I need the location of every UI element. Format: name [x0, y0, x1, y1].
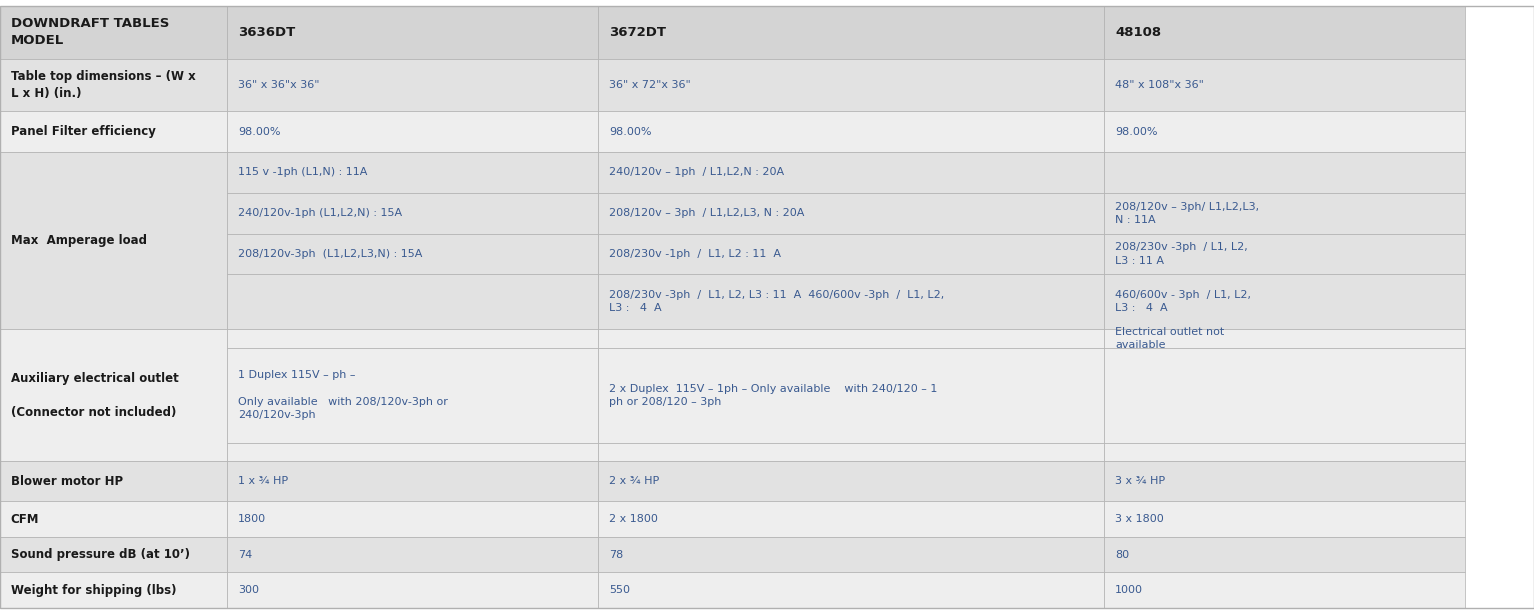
Text: 240/120v – 1ph  / L1,L2,N : 20A: 240/120v – 1ph / L1,L2,N : 20A	[609, 168, 784, 177]
Text: 80: 80	[1115, 550, 1129, 560]
Bar	[227, 112, 598, 152]
Bar	[598, 152, 1104, 193]
Bar	[1104, 537, 1465, 572]
Bar	[598, 233, 1104, 274]
Text: Electrical outlet not
available: Electrical outlet not available	[1115, 327, 1224, 350]
Bar	[1104, 502, 1465, 537]
Text: 3672DT: 3672DT	[609, 26, 666, 39]
Bar	[0, 112, 227, 152]
Bar	[0, 502, 227, 537]
Text: 208/230v -1ph  /  L1, L2 : 11  A: 208/230v -1ph / L1, L2 : 11 A	[609, 249, 781, 259]
Text: 208/120v-3ph  (L1,L2,L3,N) : 15A: 208/120v-3ph (L1,L2,L3,N) : 15A	[238, 249, 422, 259]
Text: 2 x 1800: 2 x 1800	[609, 514, 658, 524]
Bar	[227, 6, 598, 59]
Bar	[0, 461, 227, 502]
Bar	[1104, 443, 1465, 461]
Bar	[227, 461, 598, 502]
Text: 2 x ¾ HP: 2 x ¾ HP	[609, 476, 660, 486]
Text: 98.00%: 98.00%	[238, 126, 281, 137]
Text: CFM: CFM	[11, 513, 40, 526]
Bar	[1104, 193, 1465, 233]
Text: Weight for shipping (lbs): Weight for shipping (lbs)	[11, 584, 176, 597]
Bar	[1104, 348, 1465, 443]
Text: 1 x ¾ HP: 1 x ¾ HP	[238, 476, 288, 486]
Bar	[227, 572, 598, 608]
Bar	[0, 6, 227, 59]
Bar	[598, 193, 1104, 233]
Text: 3 x ¾ HP: 3 x ¾ HP	[1115, 476, 1166, 486]
Text: 550: 550	[609, 585, 630, 595]
Text: 300: 300	[238, 585, 259, 595]
Bar	[1104, 461, 1465, 502]
Text: 48" x 108"x 36": 48" x 108"x 36"	[1115, 80, 1204, 90]
Bar	[598, 537, 1104, 572]
Bar	[0, 152, 227, 329]
Bar	[1104, 152, 1465, 193]
Bar	[1104, 274, 1465, 329]
Bar	[1104, 6, 1465, 59]
Text: Panel Filter efficiency: Panel Filter efficiency	[11, 125, 155, 138]
Text: 460/600v - 3ph  / L1, L2,
L3 :   4  A: 460/600v - 3ph / L1, L2, L3 : 4 A	[1115, 290, 1252, 313]
Bar	[227, 274, 598, 329]
Bar	[0, 329, 227, 461]
Text: 1 Duplex 115V – ph –

Only available   with 208/120v-3ph or
240/120v-3ph: 1 Duplex 115V – ph – Only available with…	[238, 370, 448, 420]
Bar	[1104, 112, 1465, 152]
Text: 208/120v – 3ph  / L1,L2,L3, N : 20A: 208/120v – 3ph / L1,L2,L3, N : 20A	[609, 208, 804, 218]
Text: 208/120v – 3ph/ L1,L2,L3,
N : 11A: 208/120v – 3ph/ L1,L2,L3, N : 11A	[1115, 201, 1259, 225]
Text: 74: 74	[238, 550, 252, 560]
Text: 3636DT: 3636DT	[238, 26, 295, 39]
Bar	[598, 6, 1104, 59]
Bar	[227, 537, 598, 572]
Bar	[227, 443, 598, 461]
Text: 36" x 72"x 36": 36" x 72"x 36"	[609, 80, 690, 90]
Text: 98.00%: 98.00%	[609, 126, 652, 137]
Text: Max  Amperage load: Max Amperage load	[11, 234, 147, 247]
Text: DOWNDRAFT TABLES
MODEL: DOWNDRAFT TABLES MODEL	[11, 17, 169, 47]
Bar	[1104, 329, 1465, 348]
Bar	[227, 233, 598, 274]
Bar	[598, 329, 1104, 348]
Bar	[1104, 233, 1465, 274]
Bar	[0, 572, 227, 608]
Text: 3 x 1800: 3 x 1800	[1115, 514, 1164, 524]
Text: Auxiliary electrical outlet

(Connector not included): Auxiliary electrical outlet (Connector n…	[11, 371, 178, 419]
Text: 48108: 48108	[1115, 26, 1161, 39]
Bar	[1104, 59, 1465, 112]
Bar	[227, 193, 598, 233]
Bar	[227, 152, 598, 193]
Text: 36" x 36"x 36": 36" x 36"x 36"	[238, 80, 319, 90]
Text: 98.00%: 98.00%	[1115, 126, 1158, 137]
Bar	[1104, 572, 1465, 608]
Bar	[598, 59, 1104, 112]
Text: 115 v -1ph (L1,N) : 11A: 115 v -1ph (L1,N) : 11A	[238, 168, 367, 177]
Bar	[598, 112, 1104, 152]
Text: 240/120v-1ph (L1,L2,N) : 15A: 240/120v-1ph (L1,L2,N) : 15A	[238, 208, 402, 218]
Bar	[598, 572, 1104, 608]
Bar	[227, 329, 598, 348]
Bar	[598, 274, 1104, 329]
Text: 1800: 1800	[238, 514, 265, 524]
Text: 2 x Duplex  115V – 1ph – Only available    with 240/120 – 1
ph or 208/120 – 3ph: 2 x Duplex 115V – 1ph – Only available w…	[609, 384, 937, 406]
Text: Sound pressure dB (at 10’): Sound pressure dB (at 10’)	[11, 548, 190, 561]
Bar	[598, 443, 1104, 461]
Text: 78: 78	[609, 550, 623, 560]
Bar	[227, 59, 598, 112]
Bar	[0, 537, 227, 572]
Text: Blower motor HP: Blower motor HP	[11, 475, 123, 488]
Bar	[598, 348, 1104, 443]
Bar	[0, 59, 227, 112]
Text: 1000: 1000	[1115, 585, 1143, 595]
Bar	[227, 502, 598, 537]
Bar	[598, 502, 1104, 537]
Bar	[227, 348, 598, 443]
Text: Table top dimensions – (W x
L x H) (in.): Table top dimensions – (W x L x H) (in.)	[11, 70, 195, 100]
Text: 208/230v -3ph  / L1, L2,
L3 : 11 A: 208/230v -3ph / L1, L2, L3 : 11 A	[1115, 243, 1249, 265]
Bar	[598, 461, 1104, 502]
Text: 208/230v -3ph  /  L1, L2, L3 : 11  A  460/600v -3ph  /  L1, L2,
L3 :   4  A: 208/230v -3ph / L1, L2, L3 : 11 A 460/60…	[609, 290, 945, 313]
